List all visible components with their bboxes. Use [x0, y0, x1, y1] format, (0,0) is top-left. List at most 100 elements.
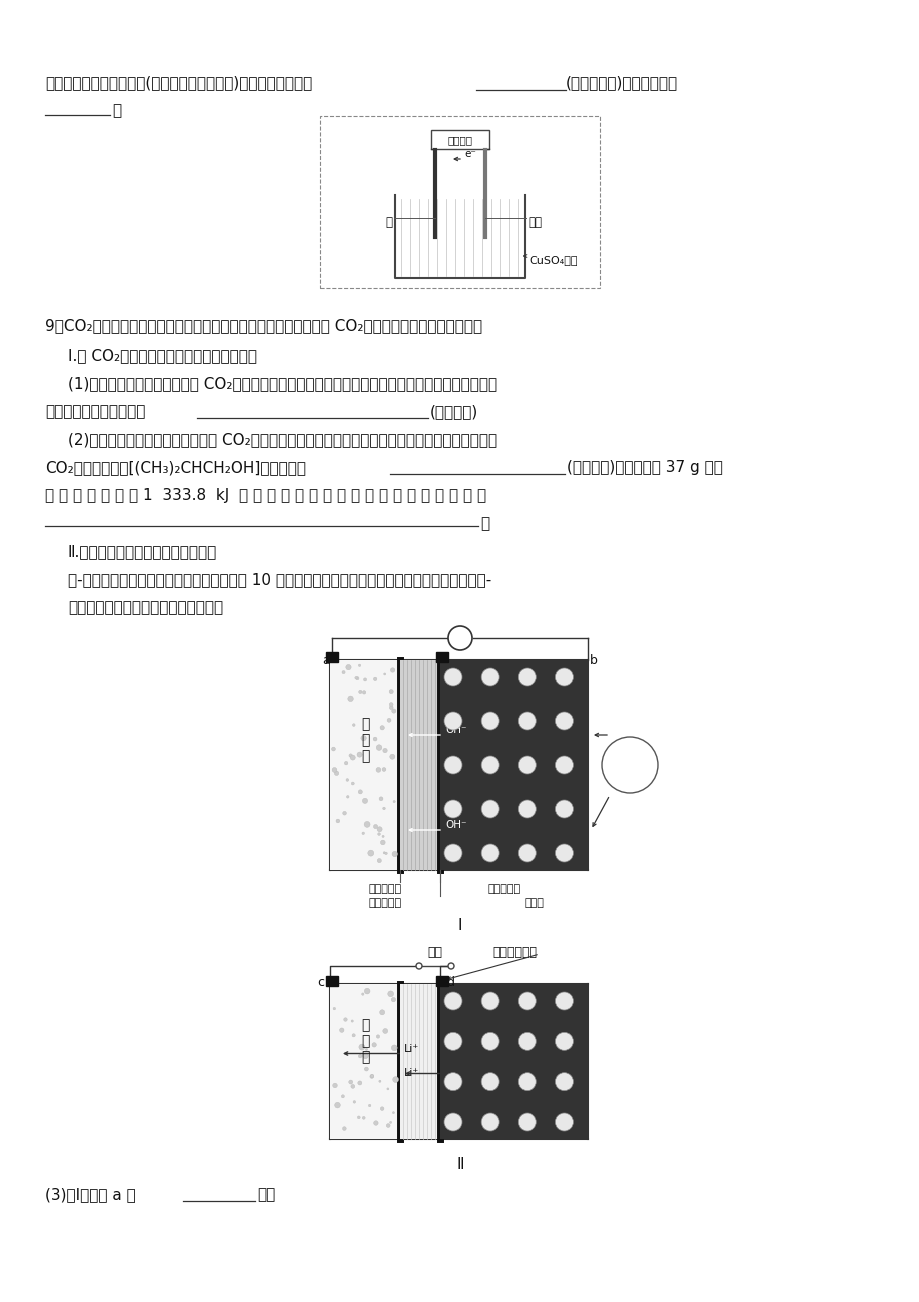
Circle shape [371, 1043, 376, 1047]
Text: 铁: 铁 [384, 216, 391, 229]
Circle shape [358, 1055, 361, 1059]
Circle shape [379, 1081, 380, 1082]
Circle shape [331, 747, 335, 751]
Bar [439, 984, 587, 1139]
Circle shape [444, 1113, 461, 1131]
Circle shape [364, 1068, 368, 1072]
Text: Li⁺: Li⁺ [403, 1044, 419, 1055]
Circle shape [333, 1008, 335, 1010]
Circle shape [387, 991, 393, 997]
Text: 替汽油作为燃料的优点是: 替汽油作为燃料的优点是 [45, 404, 145, 419]
Bar [436, 652, 448, 661]
Text: 充电专用电极: 充电专用电极 [492, 947, 537, 960]
Circle shape [555, 756, 573, 773]
Circle shape [352, 724, 355, 727]
Circle shape [517, 1032, 536, 1051]
Text: 有机电解液: 有机电解液 [368, 884, 401, 894]
Circle shape [444, 1032, 461, 1051]
Circle shape [358, 1044, 365, 1051]
Circle shape [390, 754, 394, 759]
Circle shape [377, 827, 381, 832]
Circle shape [342, 671, 345, 673]
Text: Ⅱ: Ⅱ [456, 1157, 463, 1172]
Circle shape [335, 1103, 340, 1108]
Circle shape [481, 1073, 499, 1091]
Circle shape [362, 798, 368, 803]
Circle shape [555, 1113, 573, 1131]
Text: 直流电源: 直流电源 [447, 135, 472, 145]
Bar [330, 984, 400, 1139]
Circle shape [353, 1100, 356, 1103]
Circle shape [373, 1121, 378, 1125]
Circle shape [334, 771, 338, 776]
Circle shape [517, 1073, 536, 1091]
Circle shape [355, 677, 357, 680]
Text: Ⅰ.将 CO₂转化成有机物可有效实现碳循环。: Ⅰ.将 CO₂转化成有机物可有效实现碳循环。 [68, 348, 256, 363]
Circle shape [381, 768, 385, 771]
Text: (3)图Ⅰ中电极 a 是: (3)图Ⅰ中电极 a 是 [45, 1187, 136, 1202]
Circle shape [391, 710, 395, 713]
Circle shape [481, 992, 499, 1010]
Circle shape [444, 799, 461, 818]
Text: (任写一项): (任写一项) [429, 404, 478, 419]
Text: (1)绿色植物通过光合作用可将 CO₂转化为有机物。该有机物经过一系列变化可转化为乙醇。用乙醇代: (1)绿色植物通过光合作用可将 CO₂转化为有机物。该有机物经过一系列变化可转化… [68, 376, 496, 391]
Text: 金
属
锂: 金 属 锂 [360, 717, 369, 763]
Circle shape [346, 664, 351, 669]
Circle shape [517, 712, 536, 730]
Circle shape [342, 1126, 346, 1130]
Circle shape [362, 1053, 368, 1059]
Bar [436, 976, 448, 986]
Circle shape [364, 988, 369, 993]
Circle shape [364, 822, 369, 827]
Circle shape [380, 1107, 383, 1111]
Circle shape [361, 832, 364, 835]
Circle shape [358, 664, 360, 667]
Bar [320, 116, 599, 288]
Text: 固体电解质: 固体电解质 [368, 898, 401, 907]
Circle shape [389, 706, 392, 710]
Text: 催化剂: 催化剂 [524, 898, 543, 907]
Circle shape [517, 844, 536, 862]
Circle shape [555, 799, 573, 818]
Circle shape [392, 1077, 398, 1082]
Circle shape [481, 799, 499, 818]
Circle shape [362, 690, 366, 694]
Circle shape [444, 712, 461, 730]
Circle shape [358, 690, 361, 694]
Circle shape [344, 1018, 346, 1021]
Circle shape [415, 963, 422, 969]
Text: 极。: 极。 [256, 1187, 275, 1202]
Text: d: d [446, 975, 453, 988]
Text: 。: 。 [112, 103, 121, 118]
Circle shape [333, 1083, 337, 1087]
Circle shape [368, 1104, 370, 1107]
Circle shape [357, 753, 362, 758]
Circle shape [481, 1113, 499, 1131]
Circle shape [383, 673, 385, 674]
Text: 9．CO₂是目前大气中含量最高的一种温室气体。因此，控制和治理 CO₂是解决温室效应的有效途径。: 9．CO₂是目前大气中含量最高的一种温室气体。因此，控制和治理 CO₂是解决温室… [45, 318, 482, 333]
Text: 。: 。 [480, 516, 489, 531]
Text: 金
属
锂: 金 属 锂 [360, 1018, 369, 1065]
Circle shape [352, 1034, 355, 1036]
Circle shape [555, 712, 573, 730]
Text: 水性电解质: 水性电解质 [487, 884, 520, 894]
Circle shape [378, 833, 380, 836]
Text: (2)科学家最近成功开发出一种能将 CO₂转化为液体燃料的转基因蓝藻。这种蓝藻能通过光合作用消耗: (2)科学家最近成功开发出一种能将 CO₂转化为液体燃料的转基因蓝藻。这种蓝藻能… [68, 432, 496, 447]
Text: 锂-空气电池能够提供相当于普通锂离子电池 10 倍的能量，因此它是最有前途的电池技术。下图是锂-: 锂-空气电池能够提供相当于普通锂离子电池 10 倍的能量，因此它是最有前途的电池… [68, 572, 491, 587]
Circle shape [346, 796, 348, 798]
Circle shape [384, 852, 387, 854]
Text: Ⅱ.开发低碳能源是未来的发展趋势。: Ⅱ.开发低碳能源是未来的发展趋势。 [68, 544, 217, 559]
Text: a: a [322, 654, 330, 667]
Text: (填物质名称)，其质量约为: (填物质名称)，其质量约为 [565, 76, 677, 90]
Circle shape [517, 992, 536, 1010]
Circle shape [373, 737, 377, 741]
Circle shape [332, 768, 336, 772]
Circle shape [481, 712, 499, 730]
Text: Li⁺: Li⁺ [403, 1069, 419, 1078]
Circle shape [444, 992, 461, 1010]
Circle shape [376, 1035, 380, 1038]
Circle shape [517, 1113, 536, 1131]
Circle shape [481, 756, 499, 773]
Circle shape [392, 1112, 394, 1113]
Circle shape [444, 668, 461, 686]
